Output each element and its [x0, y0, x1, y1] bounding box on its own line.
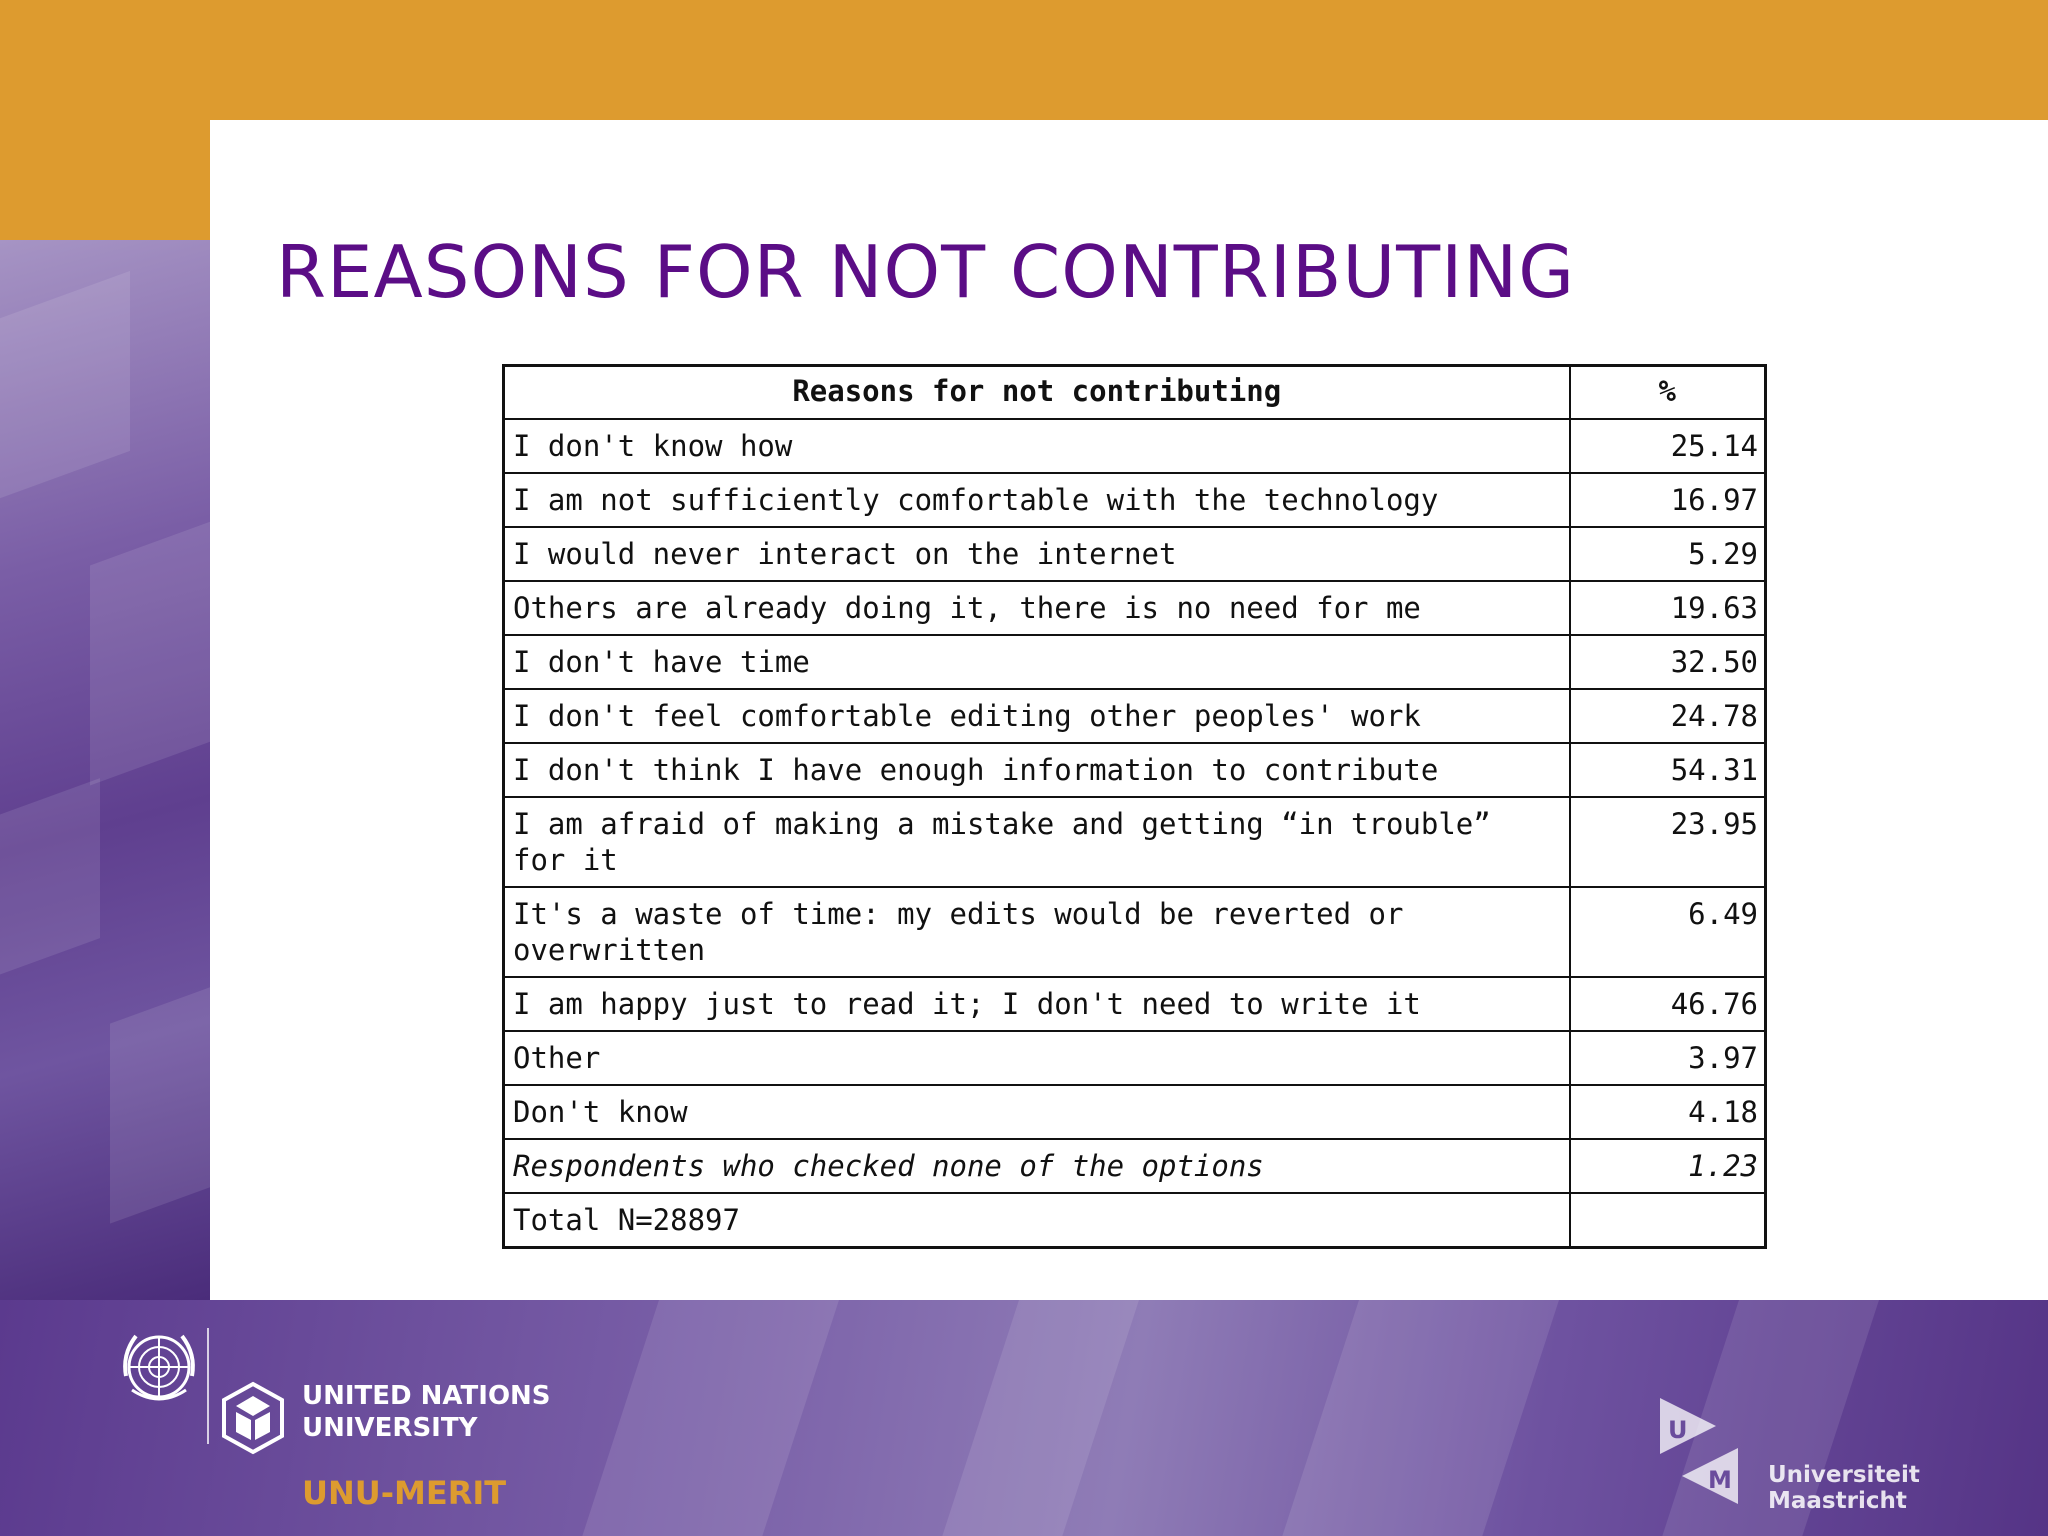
- table-row: I would never interact on the internet 5…: [502, 526, 1767, 582]
- table-row: It's a waste of time: my edits would be …: [502, 886, 1767, 978]
- table-row: I am afraid of making a mistake and gett…: [502, 796, 1767, 888]
- reason-cell: Other: [502, 1030, 1571, 1086]
- percent-cell: 6.49: [1568, 886, 1767, 978]
- percent-cell: 19.63: [1568, 580, 1767, 636]
- percent-cell: 4.18: [1568, 1084, 1767, 1140]
- table-row: Don't know 4.18: [502, 1084, 1767, 1140]
- um-mark-letter-u: U: [1668, 1416, 1688, 1444]
- table-row: I don't know how 25.14: [502, 418, 1767, 474]
- reason-cell: I don't think I have enough information …: [502, 742, 1571, 798]
- reason-cell: I am not sufficiently comfortable with t…: [502, 472, 1571, 528]
- percent-cell: 46.76: [1568, 976, 1767, 1032]
- content-panel: REASONS FOR NOT CONTRIBUTING Reasons for…: [210, 120, 2048, 1300]
- percent-cell: 1.23: [1568, 1138, 1767, 1194]
- total-cell: Total N=28897: [502, 1192, 1571, 1249]
- reason-cell: I am afraid of making a mistake and gett…: [502, 796, 1571, 888]
- table-row: Respondents who checked none of the opti…: [502, 1138, 1767, 1194]
- table-row: I don't have time 32.50: [502, 634, 1767, 690]
- percent-cell: 3.97: [1568, 1030, 1767, 1086]
- reason-cell: Respondents who checked none of the opti…: [502, 1138, 1571, 1194]
- table-row: I am happy just to read it; I don't need…: [502, 976, 1767, 1032]
- percent-cell: 25.14: [1568, 418, 1767, 474]
- reason-cell: I don't feel comfortable editing other p…: [502, 688, 1571, 744]
- reason-cell: Others are already doing it, there is no…: [502, 580, 1571, 636]
- percent-cell: 24.78: [1568, 688, 1767, 744]
- percent-cell: [1568, 1192, 1767, 1249]
- percent-cell: 54.31: [1568, 742, 1767, 798]
- column-header-percent: %: [1568, 364, 1767, 420]
- left-purple-panel: [0, 240, 210, 1300]
- top-orange-band: [0, 0, 2048, 120]
- reason-cell: It's a waste of time: my edits would be …: [502, 886, 1571, 978]
- percent-cell: 16.97: [1568, 472, 1767, 528]
- reason-cell: I don't have time: [502, 634, 1571, 690]
- un-emblem-icon: [123, 1334, 195, 1401]
- unu-merit-label: UNU-MERIT: [302, 1474, 507, 1512]
- um-mark-letter-m: M: [1708, 1466, 1732, 1494]
- unu-logo-icon: [222, 1381, 284, 1455]
- unu-line-1: UNITED NATIONS: [302, 1381, 551, 1411]
- table-header-row: Reasons for not contributing %: [502, 364, 1767, 420]
- column-header-reason: Reasons for not contributing: [502, 364, 1571, 420]
- left-orange-block: [0, 120, 210, 240]
- table-row: Other 3.97: [502, 1030, 1767, 1086]
- slide-title: REASONS FOR NOT CONTRIBUTING: [276, 230, 1576, 314]
- bottom-purple-band: [0, 1300, 2048, 1536]
- table-row: I am not sufficiently comfortable with t…: [502, 472, 1767, 528]
- table-row: I don't feel comfortable editing other p…: [502, 688, 1767, 744]
- table-row: I don't think I have enough information …: [502, 742, 1767, 798]
- unu-line-2: UNIVERSITY: [302, 1413, 478, 1443]
- um-wordmark: Universiteit Maastricht: [1768, 1462, 1920, 1514]
- percent-cell: 23.95: [1568, 796, 1767, 888]
- percent-cell: 32.50: [1568, 634, 1767, 690]
- reasons-table: Reasons for not contributing % I don't k…: [502, 364, 1767, 1249]
- reason-cell: I would never interact on the internet: [502, 526, 1571, 582]
- um-logo-icon: U M: [1660, 1398, 1738, 1504]
- percent-cell: 5.29: [1568, 526, 1767, 582]
- reason-cell: I am happy just to read it; I don't need…: [502, 976, 1571, 1032]
- reason-cell: I don't know how: [502, 418, 1571, 474]
- table-row: Others are already doing it, there is no…: [502, 580, 1767, 636]
- unu-wordmark: UNITED NATIONS UNIVERSITY: [302, 1380, 551, 1444]
- table-total-row: Total N=28897: [502, 1192, 1767, 1249]
- reason-cell: Don't know: [502, 1084, 1571, 1140]
- logo-divider: [207, 1328, 209, 1444]
